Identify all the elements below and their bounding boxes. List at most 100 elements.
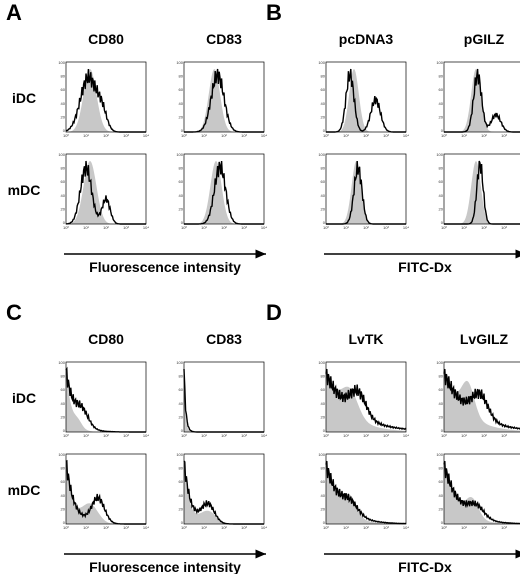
plot-frame [325, 361, 407, 433]
y-tick-label: 20 [321, 114, 326, 119]
isotype-histogram [66, 369, 146, 432]
x-tick-label: 10³ [123, 433, 129, 438]
sample-histogram [443, 460, 520, 525]
y-tick-label: 40 [61, 193, 66, 198]
x-tick-label: 10³ [123, 225, 129, 230]
y-tick-label: 60 [61, 179, 66, 184]
x-tick-label: 10³ [383, 225, 389, 230]
y-tick-label: 80 [61, 466, 66, 471]
x-tick-label: 10⁰ [323, 133, 329, 138]
x-tick-label: 10¹ [201, 225, 207, 230]
y-tick-label: 80 [61, 74, 66, 79]
y-tick-label: 0 [441, 220, 444, 225]
x-tick-label: 10³ [501, 525, 507, 530]
y-tick-label: 20 [61, 114, 66, 119]
y-tick-label: 80 [321, 74, 326, 79]
x-tick-label: 10¹ [201, 433, 207, 438]
y-tick-label: 60 [439, 387, 444, 392]
x-tick-label: 10⁴ [403, 133, 409, 138]
y-tick-label: 20 [179, 114, 184, 119]
y-tick-label: 20 [61, 414, 66, 419]
y-tick-label: 40 [321, 493, 326, 498]
y-tick-label: 80 [61, 166, 66, 171]
panel-letter: B [266, 0, 282, 25]
sample-histogram [325, 460, 407, 525]
y-tick-label: 20 [179, 506, 184, 511]
y-tick-label: 20 [179, 414, 184, 419]
x-tick-label: 10¹ [83, 433, 89, 438]
x-tick-label: 10² [221, 433, 227, 438]
sample-histogram [183, 368, 264, 433]
x-tick-label: 10² [103, 225, 109, 230]
isotype-histogram [184, 369, 264, 432]
y-tick-label: 80 [179, 74, 184, 79]
y-tick-label: 100 [436, 60, 443, 65]
isotype-histogram [326, 69, 406, 132]
x-tick-label: 10² [103, 433, 109, 438]
row-label: iDC [12, 90, 36, 106]
sample-histogram [325, 368, 407, 431]
y-tick-label: 20 [321, 506, 326, 511]
y-tick-label: 80 [61, 374, 66, 379]
y-tick-label: 80 [439, 466, 444, 471]
x-tick-label: 10³ [123, 133, 129, 138]
y-tick-label: 60 [321, 179, 326, 184]
y-tick-label: 40 [439, 101, 444, 106]
y-tick-label: 40 [321, 401, 326, 406]
plot-frame [65, 153, 147, 225]
isotype-histogram [444, 369, 520, 432]
column-label: CD83 [206, 331, 242, 347]
x-tick-label: 10¹ [83, 133, 89, 138]
x-tick-label: 10¹ [461, 433, 467, 438]
y-tick-label: 20 [439, 114, 444, 119]
column-label: CD80 [88, 31, 124, 47]
x-tick-label: 10⁰ [63, 225, 69, 230]
row-label: mDC [8, 482, 41, 498]
y-tick-label: 60 [179, 479, 184, 484]
y-tick-label: 0 [323, 128, 326, 133]
column-label: CD83 [206, 31, 242, 47]
y-tick-label: 80 [439, 74, 444, 79]
column-label: LvTK [349, 331, 384, 347]
y-tick-label: 80 [321, 466, 326, 471]
y-tick-label: 0 [323, 520, 326, 525]
isotype-histogram [444, 69, 520, 132]
x-tick-label: 10² [481, 433, 487, 438]
plot-frame [325, 153, 407, 225]
y-tick-label: 60 [61, 387, 66, 392]
x-tick-label: 10⁴ [261, 225, 267, 230]
x-tick-label: 10⁰ [63, 525, 69, 530]
x-tick-label: 10⁰ [181, 225, 187, 230]
isotype-histogram [326, 369, 406, 432]
plot-frame [65, 361, 147, 433]
y-tick-label: 0 [181, 428, 184, 433]
y-tick-label: 0 [181, 128, 184, 133]
y-tick-label: 100 [58, 452, 65, 457]
sample-histogram [443, 368, 520, 431]
y-tick-label: 40 [321, 193, 326, 198]
y-tick-label: 20 [439, 506, 444, 511]
plot-frame [443, 61, 520, 133]
column-label: LvGILZ [460, 331, 509, 347]
x-tick-label: 10³ [241, 133, 247, 138]
x-tick-label: 10⁰ [63, 433, 69, 438]
x-tick-label: 10² [481, 225, 487, 230]
plot-frame [443, 153, 520, 225]
x-tick-label: 10³ [501, 433, 507, 438]
y-tick-label: 60 [61, 87, 66, 92]
x-tick-label: 10² [363, 525, 369, 530]
x-tick-label: 10³ [241, 225, 247, 230]
y-tick-label: 100 [436, 360, 443, 365]
y-tick-label: 20 [179, 206, 184, 211]
y-tick-label: 60 [321, 387, 326, 392]
y-tick-label: 20 [321, 206, 326, 211]
y-tick-label: 20 [321, 414, 326, 419]
plot-frame [65, 61, 147, 133]
y-tick-label: 40 [439, 493, 444, 498]
x-tick-label: 10⁴ [143, 433, 149, 438]
x-tick-label: 10⁰ [441, 525, 447, 530]
x-tick-label: 10² [363, 225, 369, 230]
x-tick-label: 10⁰ [441, 225, 447, 230]
y-tick-label: 80 [439, 166, 444, 171]
